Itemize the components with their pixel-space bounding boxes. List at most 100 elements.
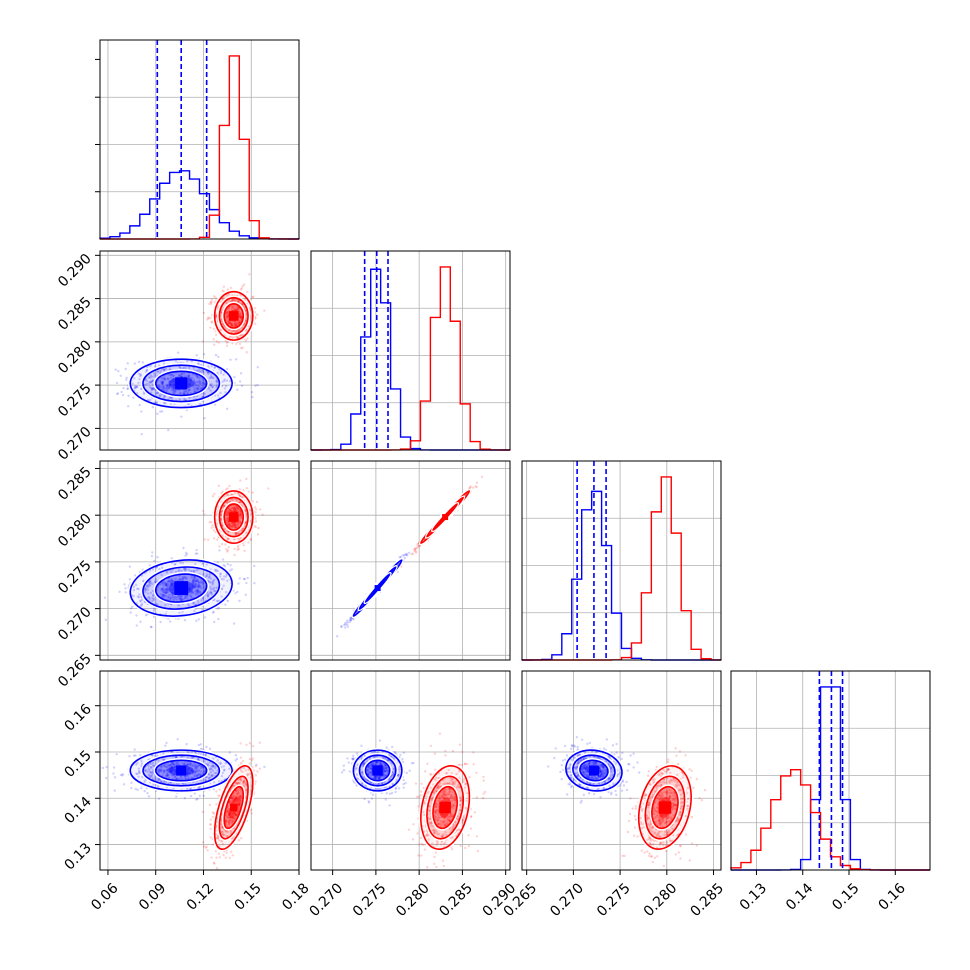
sample-point	[223, 387, 227, 390]
sample-point	[183, 797, 187, 800]
sample-point	[135, 614, 138, 617]
sample-point	[346, 623, 349, 627]
sample-point	[222, 373, 225, 376]
sample-point	[234, 507, 237, 511]
sample-point	[227, 320, 230, 323]
sample-point	[186, 360, 189, 363]
sample-point	[231, 305, 234, 308]
contour-line	[129, 559, 233, 617]
sample-point	[210, 766, 213, 769]
sample-point	[235, 308, 238, 311]
sample-point	[223, 378, 226, 381]
sample-point	[221, 380, 224, 383]
contour-halo	[212, 289, 256, 343]
sample-point	[239, 742, 242, 745]
sample-point	[169, 763, 172, 767]
sample-point	[126, 387, 130, 390]
sample-point	[192, 578, 195, 581]
sample-point	[160, 380, 163, 383]
sample-point	[406, 554, 409, 557]
sample-point	[222, 853, 225, 857]
sample-point	[253, 581, 256, 585]
sample-point	[132, 595, 135, 598]
contour-halo	[127, 747, 235, 794]
sample-point	[235, 322, 239, 326]
sample-point	[158, 394, 162, 397]
sample-point	[194, 765, 197, 768]
sample-point	[166, 591, 169, 594]
sample-point	[191, 776, 195, 780]
sample-point	[237, 523, 240, 526]
sample-point	[132, 396, 135, 399]
sample-point	[225, 316, 229, 319]
sample-point	[196, 579, 199, 583]
sample-point	[240, 529, 244, 532]
sample-point	[225, 311, 228, 314]
sample-point	[150, 774, 154, 777]
contour-line	[213, 490, 254, 545]
sample-point	[208, 747, 212, 751]
sample-point	[215, 381, 219, 384]
sample-point	[234, 523, 237, 526]
sample-point	[209, 588, 213, 591]
sample-point	[166, 582, 169, 586]
sample-point	[137, 771, 141, 775]
sample-point	[251, 491, 254, 494]
sample-point	[235, 321, 238, 325]
sample-point	[235, 813, 238, 817]
sample-point	[405, 553, 408, 556]
sample-point	[235, 505, 238, 508]
contour-halo	[217, 495, 251, 539]
sample-point	[206, 593, 209, 597]
sample-point	[227, 523, 230, 527]
sample-point	[195, 589, 198, 592]
sample-point	[219, 575, 222, 578]
sample-point	[211, 611, 215, 614]
sample-point	[208, 777, 211, 780]
sample-point	[196, 387, 200, 390]
sample-point	[225, 518, 229, 522]
sample-point	[148, 596, 151, 600]
sample-point	[226, 509, 229, 513]
sample-point	[237, 532, 240, 535]
histogram-panel-3	[730, 670, 931, 871]
sample-point	[184, 596, 187, 600]
sample-point	[231, 820, 234, 823]
sample-point	[231, 854, 234, 857]
sample-point	[235, 505, 238, 508]
sample-point	[240, 384, 244, 387]
sample-point	[236, 320, 239, 323]
sample-point	[166, 771, 169, 775]
sample-point	[238, 599, 241, 603]
sample-point	[199, 743, 203, 746]
sample-point	[146, 791, 149, 795]
sample-point	[244, 509, 247, 512]
sample-point	[238, 328, 241, 331]
sample-point	[103, 596, 107, 599]
sample-point	[163, 378, 167, 381]
sample-point	[237, 788, 240, 792]
sample-point	[205, 775, 209, 779]
sample-point	[192, 581, 195, 584]
sample-point	[231, 324, 235, 327]
contour-line	[223, 302, 245, 329]
sample-point	[170, 396, 174, 400]
sample-point	[225, 311, 229, 314]
sample-point	[417, 545, 421, 548]
sample-point	[143, 769, 147, 773]
sample-point	[193, 586, 196, 590]
sample-point	[163, 378, 166, 381]
sample-point	[240, 315, 243, 318]
sample-point	[157, 759, 160, 762]
sample-point	[220, 577, 224, 581]
sample-point	[233, 525, 237, 529]
sample-point	[203, 392, 206, 396]
sample-point	[158, 567, 161, 571]
sample-point	[239, 794, 242, 798]
sample-point	[165, 584, 168, 587]
sample-point	[189, 592, 192, 595]
sample-point	[167, 385, 170, 389]
sample-point	[194, 579, 198, 583]
sample-point	[165, 765, 169, 769]
sample-point	[162, 368, 166, 372]
